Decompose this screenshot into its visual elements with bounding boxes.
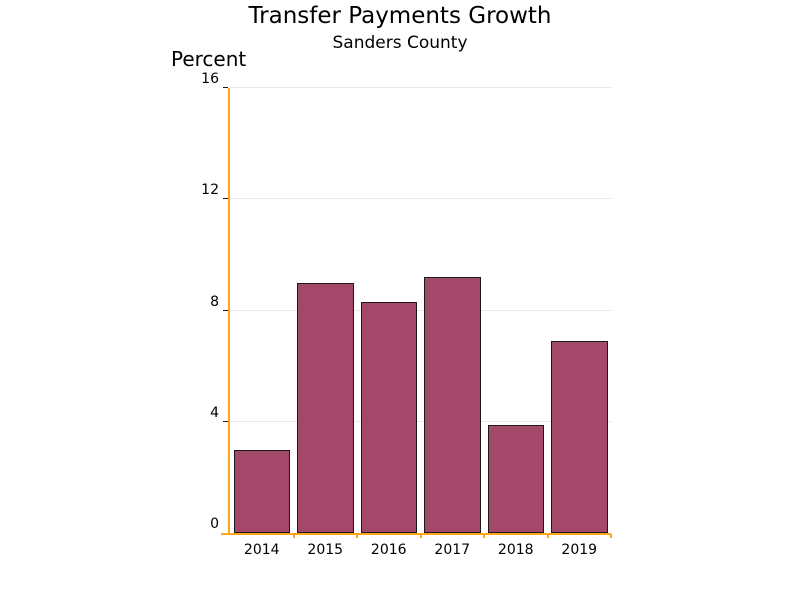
y-tick-label: 12: [201, 182, 219, 199]
x-axis-line: [221, 533, 611, 535]
bar-2015: [297, 282, 354, 533]
x-tick-mark: [292, 534, 295, 538]
x-tick-mark: [356, 534, 358, 538]
gridline: [230, 309, 611, 311]
x-tick-label: 2016: [370, 542, 407, 558]
gridline: [230, 87, 611, 88]
plot-area: 0 4 8 12 16 2014 2015 2016 2017 2018 2019: [201, 71, 612, 558]
y-tick-label: 16: [201, 71, 219, 87]
y-tick-mark: [223, 309, 228, 311]
y-tick-label: 8: [210, 293, 219, 310]
x-tick-mark: [610, 534, 612, 538]
gridline: [230, 420, 611, 422]
x-tick-label: 2018: [497, 542, 534, 558]
x-tick-mark: [483, 534, 485, 538]
x-tick-label: 2014: [243, 542, 280, 558]
x-tick-mark: [546, 534, 549, 538]
x-tick-label: 2015: [307, 542, 344, 558]
bar-2018: [487, 424, 544, 533]
x-tick-label: 2019: [561, 542, 598, 558]
y-tick-label: 4: [210, 404, 219, 421]
bar-2017: [424, 277, 481, 533]
y-axis-line: [228, 88, 230, 535]
x-tick-label: 2017: [434, 542, 471, 558]
bar-2016: [360, 302, 417, 533]
x-tick-mark: [419, 534, 422, 538]
gridline: [230, 198, 611, 200]
y-tick-label: 0: [210, 516, 219, 532]
bar-2019: [551, 341, 608, 533]
y-tick-mark: [223, 87, 228, 88]
y-tick-mark: [223, 198, 228, 200]
chart-subtitle: Sanders County: [332, 33, 468, 53]
y-tick-mark: [223, 420, 228, 422]
y-axis-label: Percent: [171, 47, 247, 71]
chart-title: Transfer Payments Growth: [248, 3, 552, 29]
bar-2014: [233, 449, 290, 533]
